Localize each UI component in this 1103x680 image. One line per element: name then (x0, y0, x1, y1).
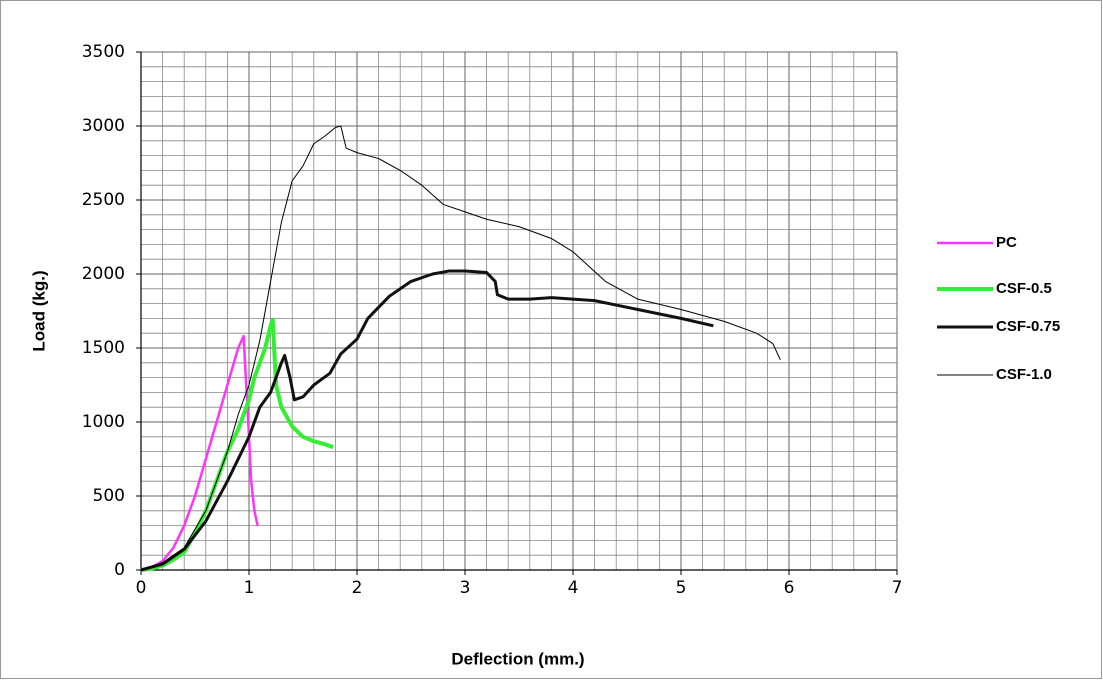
legend-label: CSF-0.75 (996, 318, 1060, 335)
x-tick-label: 5 (676, 578, 687, 598)
legend-label: PC (996, 234, 1017, 251)
x-tick-label: 4 (568, 578, 579, 598)
x-tick-label: 2 (352, 578, 363, 598)
x-axis-label: Deflection (mm.) (451, 649, 584, 668)
y-tick-label: 1500 (82, 338, 125, 358)
legend-label: CSF-1.0 (996, 366, 1052, 383)
y-tick-label: 3500 (82, 42, 125, 62)
legend-label: CSF-0.5 (996, 280, 1052, 297)
series-line (140, 317, 334, 572)
y-tick-label: 0 (114, 560, 125, 580)
series-line (140, 334, 259, 572)
x-tick-label: 3 (460, 578, 471, 598)
y-tick-label: 2000 (82, 264, 125, 284)
y-tick-label: 3000 (82, 116, 125, 136)
x-tick-label: 1 (244, 578, 255, 598)
y-tick-label: 500 (93, 486, 125, 506)
x-tick-label: 6 (784, 578, 795, 598)
y-axis-label: Load (kg.) (29, 270, 48, 351)
x-tick-label: 7 (892, 578, 903, 598)
y-tick-label: 2500 (82, 190, 125, 210)
series-line (140, 269, 714, 572)
series-line (140, 125, 781, 571)
x-tick-label: 0 (136, 578, 147, 598)
y-tick-label: 1000 (82, 412, 125, 432)
